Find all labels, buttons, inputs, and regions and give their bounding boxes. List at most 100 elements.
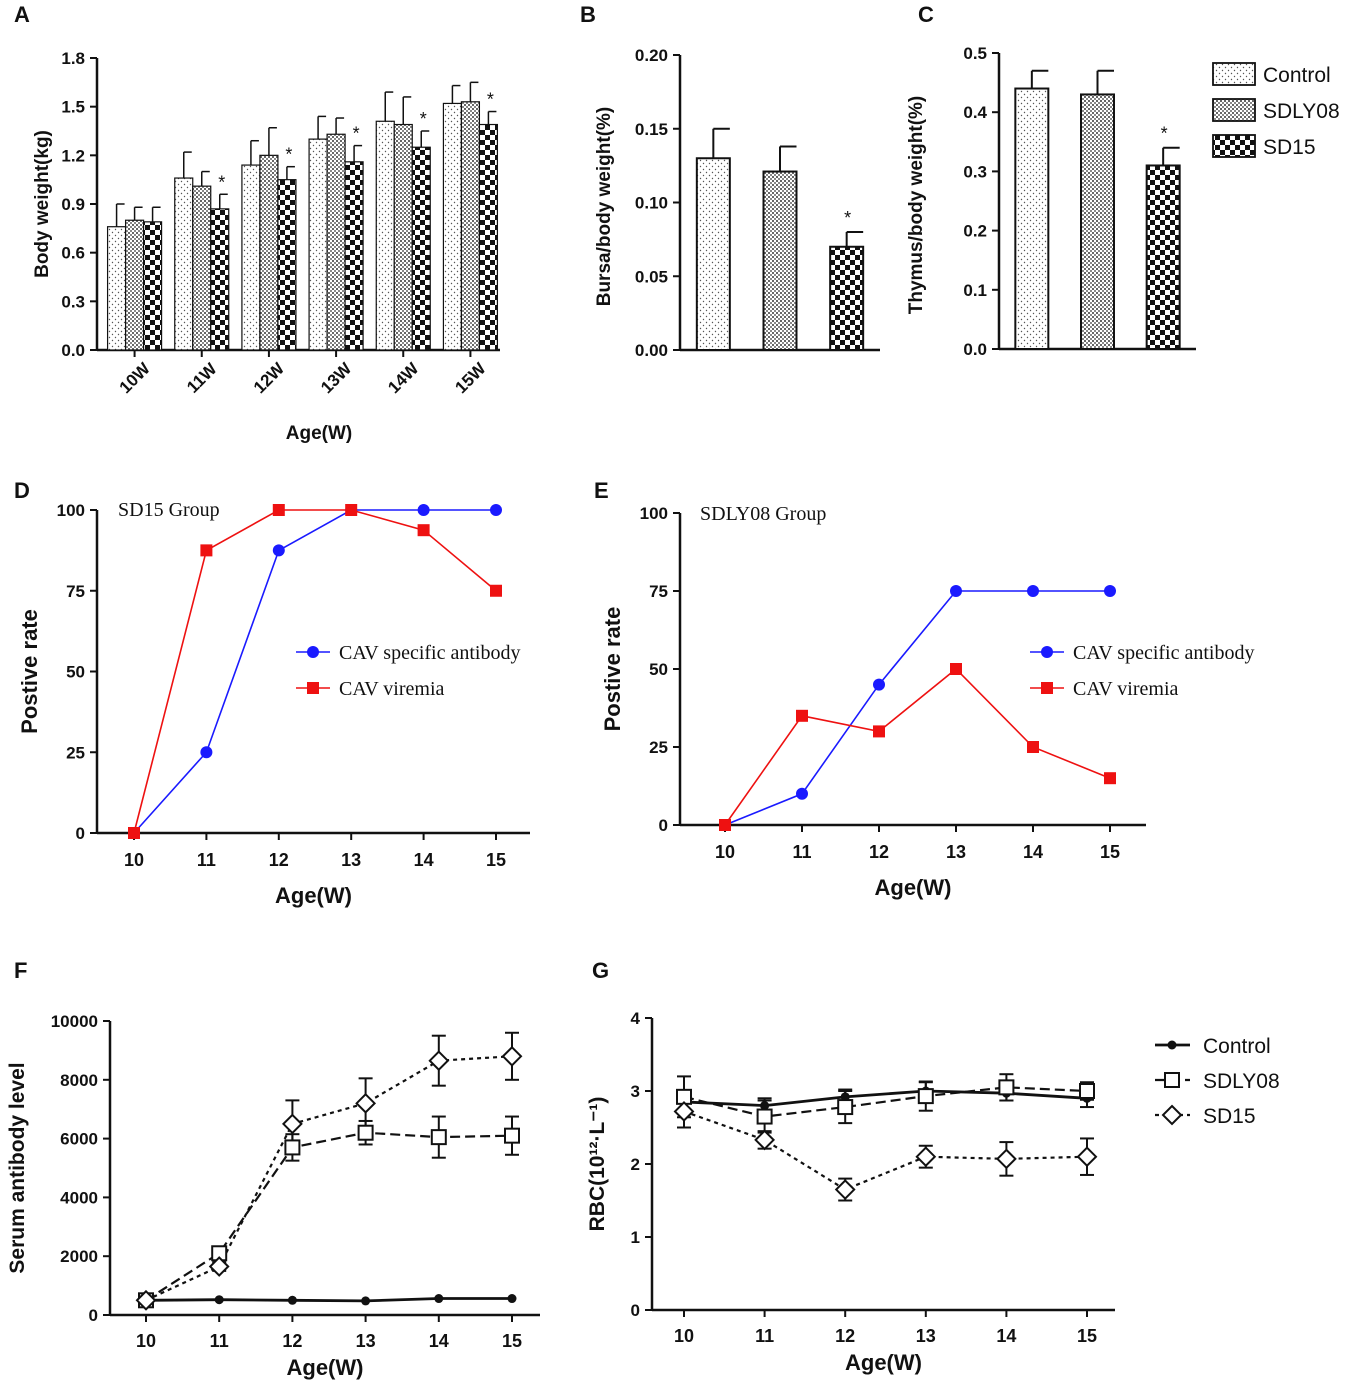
x-tick-label: 13W <box>317 358 356 397</box>
y-tick-label: 0.20 <box>635 46 668 65</box>
point-CAV viremia-11 <box>796 709 808 722</box>
x-axis-title: Age(W) <box>287 1355 364 1380</box>
panel-label-4: E <box>594 478 609 503</box>
bar-SDLY08-10W <box>124 219 145 351</box>
significance-star: * <box>1161 124 1168 144</box>
point-SD15-14 <box>995 1148 1017 1170</box>
point-SD15-12 <box>281 1113 303 1135</box>
y-tick-label: 6000 <box>60 1130 98 1149</box>
y-tick-label: 0.00 <box>635 341 668 360</box>
point-SDLY08-12 <box>284 1139 301 1156</box>
panel-G-y-axis: 0 1 2 3 4 <box>631 1009 654 1320</box>
y-tick-label: 0.1 <box>963 281 987 300</box>
point-Control-13 <box>361 1296 371 1306</box>
point-CAV specific antibody-15 <box>490 504 502 516</box>
panel-label-6: G <box>592 958 609 983</box>
significance-star: * <box>218 172 225 192</box>
x-tick-label: 15 <box>502 1331 522 1351</box>
bar-SDLY08-11W <box>192 185 212 351</box>
legend-label-SD15: SD15 <box>1203 1105 1256 1128</box>
x-tick-label: 10 <box>715 842 735 862</box>
y-tick-label: 0.4 <box>963 103 987 122</box>
bar-SDLY08-13W <box>326 133 346 351</box>
y-tick-label: 1.2 <box>61 146 85 165</box>
y-tick-label: 100 <box>57 501 85 520</box>
series-line-SD15 <box>145 1055 513 1302</box>
bar-SD15-14W <box>411 146 431 351</box>
x-tick-label: 10 <box>136 1331 156 1351</box>
series-line-Control <box>683 1089 1088 1108</box>
bar-SDLY08-12W <box>259 154 279 351</box>
point-SD15-13 <box>915 1146 937 1168</box>
legend-marker <box>307 682 319 694</box>
point-SD15-10 <box>673 1101 695 1122</box>
y-tick-label: 1.8 <box>61 49 85 68</box>
panel-label-0: A <box>14 2 30 27</box>
y-tick-label: 25 <box>649 738 668 757</box>
x-axis-title: Age(W) <box>275 883 352 908</box>
point-CAV specific antibody-14 <box>417 504 430 516</box>
x-tick-label: 11 <box>792 842 811 862</box>
point-CAV specific antibody-14 <box>1027 585 1039 597</box>
x-tick-label: 15 <box>1100 842 1120 862</box>
x-tick-label: 11 <box>197 850 216 870</box>
point-SDLY08-14 <box>430 1129 447 1146</box>
legend-marker <box>307 646 319 658</box>
y-tick-label: 0.10 <box>635 194 668 213</box>
x-tick-label: 14 <box>996 1326 1016 1346</box>
point-CAV specific antibody-11 <box>200 746 213 759</box>
bar-Control <box>695 157 731 351</box>
series-line-CAV specific antibody <box>133 509 496 834</box>
x-tick-label: 14W <box>384 358 423 397</box>
series-line-CAV viremia <box>133 509 497 834</box>
y-axis-title: Thymus/body weight(%) <box>906 96 927 315</box>
series-line-CAV specific antibody <box>724 590 1110 826</box>
bar-SDLY08 <box>1080 93 1115 350</box>
y-tick-label: 0.3 <box>963 162 987 181</box>
bar-Control <box>1014 87 1050 351</box>
legend-label-CAV specific antibody: CAV specific antibody <box>1073 642 1254 664</box>
x-tick-label: 12 <box>869 842 889 862</box>
point-CAV viremia-13 <box>950 663 962 675</box>
y-tick-label: 0.9 <box>61 195 85 214</box>
y-tick-label: 50 <box>649 660 668 679</box>
point-SD15-12 <box>834 1179 856 1200</box>
point-CAV specific antibody-12 <box>873 678 885 691</box>
x-tick-label: 13 <box>341 850 361 870</box>
y-tick-label: 0.3 <box>61 292 85 311</box>
point-SDLY08-15 <box>1079 1083 1095 1099</box>
legend-label-SD15: SD15 <box>1263 136 1316 159</box>
point-CAV viremia-14 <box>417 524 430 537</box>
bar-SD15-13W <box>344 161 364 351</box>
legend-label-SDLY08: SDLY08 <box>1203 1070 1280 1093</box>
y-tick-label: 50 <box>66 663 85 682</box>
legend-marker <box>1041 682 1053 694</box>
legend-marker-SD15 <box>1161 1104 1183 1126</box>
legend-label-CAV viremia: CAV viremia <box>339 678 444 700</box>
significance-star: * <box>844 208 851 228</box>
y-tick-label: 2 <box>631 1155 640 1174</box>
x-axis-title: Age(W) <box>286 423 352 444</box>
series-line-SDLY08 <box>683 1086 1088 1118</box>
point-CAV viremia-12 <box>272 504 285 516</box>
legend-label-Control: Control <box>1263 64 1331 87</box>
legend-marker-Control <box>1167 1040 1177 1050</box>
point-SD15-11 <box>208 1256 230 1277</box>
y-tick-label: 4 <box>631 1009 641 1028</box>
x-axis-title: Age(W) <box>845 1350 922 1375</box>
point-SD15-14 <box>428 1050 450 1072</box>
x-tick-label: 15 <box>486 850 506 870</box>
x-tick-label: 12 <box>269 850 289 870</box>
x-tick-label: 12W <box>250 358 289 397</box>
bar-SD15-11W <box>210 208 230 351</box>
x-tick-label: 12 <box>282 1331 302 1351</box>
point-SD15-15 <box>501 1045 523 1067</box>
series-line-Control <box>145 1297 512 1303</box>
point-Control-11 <box>760 1101 770 1111</box>
y-tick-label: 2000 <box>60 1247 98 1266</box>
series-line-CAV viremia <box>724 667 1111 826</box>
point-SD15-10 <box>135 1289 157 1311</box>
x-tick-label: 10 <box>674 1326 694 1346</box>
panel-label-5: F <box>14 958 27 983</box>
